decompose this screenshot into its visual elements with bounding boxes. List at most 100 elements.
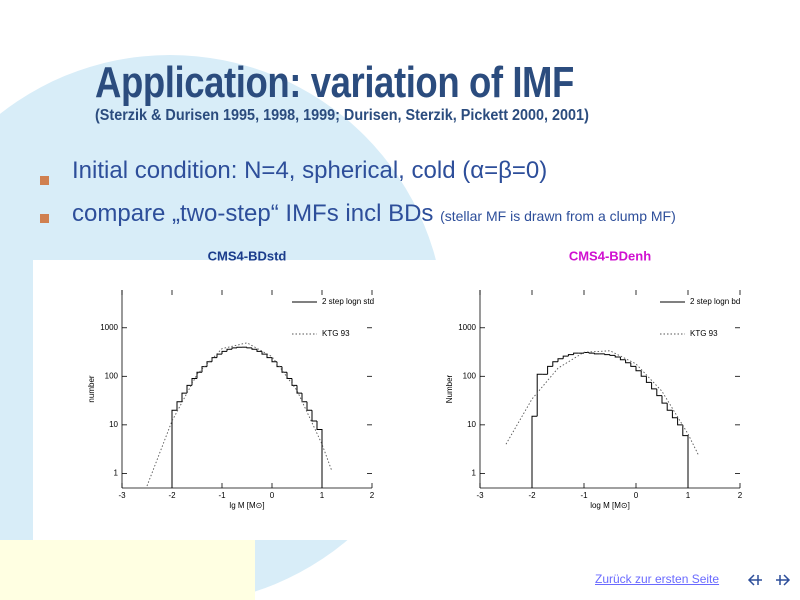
histogram-bin	[256, 349, 262, 352]
histogram-bin	[186, 384, 192, 394]
histogram-bin	[677, 417, 683, 426]
histogram-bin	[656, 388, 662, 397]
x-tick-label: 2	[738, 491, 743, 500]
x-tick-label: -1	[218, 491, 226, 500]
histogram-bin	[296, 385, 302, 394]
histogram-bin	[181, 392, 187, 402]
histogram-bin	[261, 351, 267, 355]
histogram-bin	[640, 370, 647, 377]
histogram-bin	[536, 373, 543, 417]
histogram-bin	[206, 361, 212, 367]
histogram-bin	[661, 395, 668, 404]
nav-forward[interactable]	[776, 574, 791, 586]
x-tick-label: 0	[270, 491, 275, 500]
histogram-bin	[271, 357, 277, 363]
y-tick-label: 10	[467, 420, 476, 429]
histogram-bin	[201, 366, 207, 373]
nav-back[interactable]	[747, 574, 762, 586]
histogram-bin	[614, 355, 621, 358]
histogram-bin	[266, 354, 272, 359]
x-tick-label: -2	[528, 491, 536, 500]
model-line	[146, 342, 333, 487]
x-tick-label: -1	[580, 491, 588, 500]
histogram-bin	[552, 361, 558, 367]
legend-label: KTG 93	[690, 329, 718, 338]
histogram-bin	[251, 347, 257, 350]
histogram-bin	[246, 347, 252, 349]
histogram-bin	[651, 382, 657, 390]
bullet: compare „two-step“ IMFs incl BDs (stella…	[72, 199, 744, 231]
y-tick-label: 10	[109, 420, 118, 429]
histogram-bin	[630, 362, 636, 367]
x-tick-label: 1	[686, 491, 691, 500]
histogram-bin	[531, 415, 538, 488]
bullet-text: Initial condition: N=4, spherical, cold …	[72, 157, 548, 184]
x-tick-label: 0	[634, 491, 639, 500]
histogram-bin	[666, 403, 673, 411]
legend-label: 2 step logn std	[322, 297, 374, 306]
histogram-bin	[682, 424, 689, 488]
histogram-bin	[604, 353, 610, 356]
y-tick-label: 100	[463, 371, 477, 380]
y-tick-label: 1	[114, 468, 119, 477]
bullet-marker	[40, 214, 49, 223]
x-axis-label: log M [M⊙]	[590, 501, 630, 510]
histogram-bin	[176, 401, 182, 411]
bullet: Initial condition: N=4, spherical, cold …	[72, 156, 744, 186]
histogram-bin	[306, 401, 312, 411]
histogram-bin	[226, 348, 232, 352]
x-tick-label: -2	[168, 491, 176, 500]
y-axis-label: number	[87, 375, 96, 402]
nav-arrows[interactable]	[747, 574, 791, 586]
histogram-bin	[609, 354, 616, 356]
legend-label: KTG 93	[322, 329, 350, 338]
bullet-text: compare „two-step“ IMFs incl BDs	[72, 200, 434, 227]
bullet-note: (stellar MF is drawn from a clump MF)	[440, 208, 676, 224]
slide-subtitle: (Sterzik & Durisen 1995, 1998, 1999; Dur…	[95, 107, 589, 124]
y-tick-label: 1000	[458, 323, 476, 332]
histogram-bin	[588, 352, 595, 354]
histogram-bin	[671, 410, 678, 419]
slide-title: Application: variation of IMF	[95, 58, 574, 107]
x-tick-label: -3	[476, 491, 484, 500]
bullet-marker	[40, 176, 49, 185]
histogram-bin	[286, 372, 292, 380]
footer-link[interactable]: Zurück zur ersten Seite	[595, 572, 720, 586]
histogram-bin	[291, 378, 297, 386]
histogram-bin	[557, 358, 564, 362]
histogram-bin	[547, 365, 553, 375]
model-line	[505, 350, 699, 456]
y-tick-label: 100	[105, 371, 119, 380]
histogram-bin	[573, 352, 579, 355]
x-tick-label: 2	[370, 491, 375, 500]
histogram-bin	[619, 356, 626, 361]
histogram-bin	[316, 421, 323, 488]
histogram-bin	[171, 409, 177, 488]
histogram-bin	[567, 354, 574, 357]
histogram-bin	[231, 347, 237, 350]
histogram-bin	[196, 371, 202, 379]
histogram-bin	[645, 376, 652, 383]
histogram-bin	[281, 366, 287, 373]
background-band	[0, 540, 255, 600]
histogram-bin	[221, 350, 227, 355]
legend-label: 2 step logn bd	[690, 297, 740, 306]
chart-title: CMS4-BDstd	[208, 248, 287, 263]
x-tick-label: -3	[118, 491, 126, 500]
figure-panel	[33, 260, 800, 540]
histogram-bin	[562, 355, 569, 359]
y-tick-label: 1	[472, 468, 477, 477]
histogram-bin	[311, 410, 317, 422]
y-tick-label: 1000	[100, 323, 118, 332]
histogram-bin	[593, 353, 600, 355]
chart-title: CMS4-BDenh	[569, 248, 651, 263]
histogram-bin	[635, 366, 642, 372]
x-axis-label: lg M [M⊙]	[229, 501, 264, 510]
y-axis-label: Number	[445, 374, 454, 403]
histogram-bin	[211, 357, 217, 362]
histogram-bin	[236, 346, 242, 348]
x-tick-label: 1	[320, 491, 325, 500]
histogram-bin	[625, 359, 631, 364]
